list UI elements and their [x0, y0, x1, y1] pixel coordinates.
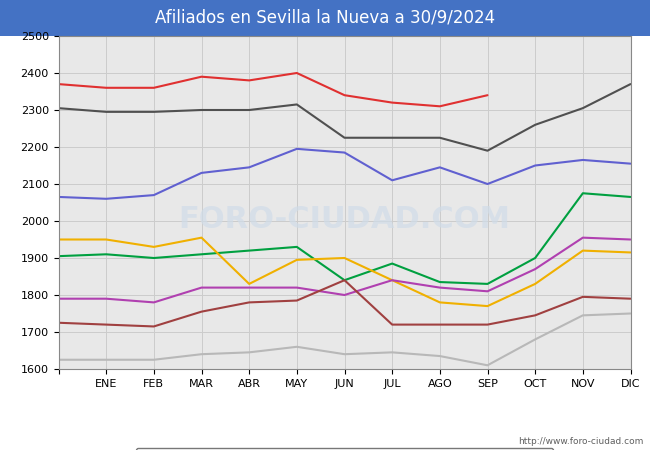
- Text: Afiliados en Sevilla la Nueva a 30/9/2024: Afiliados en Sevilla la Nueva a 30/9/202…: [155, 9, 495, 27]
- Text: http://www.foro-ciudad.com: http://www.foro-ciudad.com: [518, 436, 644, 446]
- Legend: 2024, 2023, 2022, 2021, 2020, 2019, 2018, 2017: 2024, 2023, 2022, 2021, 2020, 2019, 2018…: [136, 448, 553, 450]
- Text: FORO-CIUDAD.COM: FORO-CIUDAD.COM: [179, 205, 510, 234]
